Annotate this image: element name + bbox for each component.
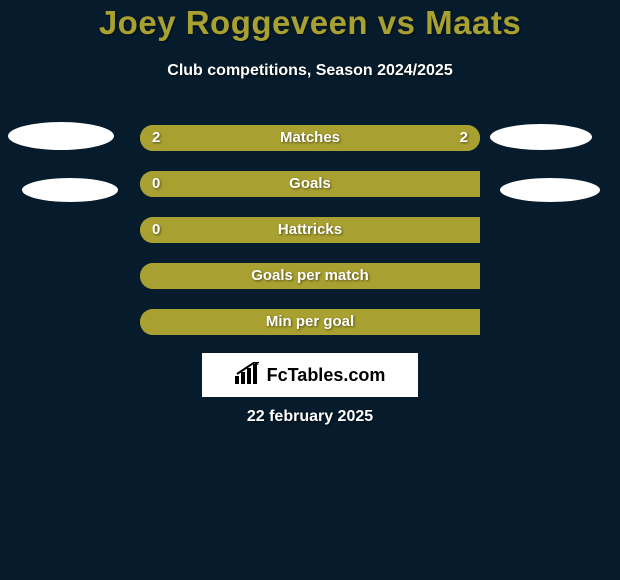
logo-chart-icon [235, 362, 261, 389]
stat-row: Hattricks0 [140, 217, 480, 243]
stat-left-value: 2 [152, 125, 160, 151]
page-title: Joey Roggeveen vs Maats [0, 4, 620, 42]
stat-left-value: 0 [152, 217, 160, 243]
subtitle: Club competitions, Season 2024/2025 [0, 62, 620, 80]
placeholder-ellipse [500, 178, 600, 202]
stat-label: Min per goal [140, 309, 480, 335]
stat-row: Goals per match [140, 263, 480, 289]
stat-label: Matches [140, 125, 480, 151]
comparison-infographic: Joey Roggeveen vs Maats Club competition… [0, 0, 620, 580]
stat-row: Goals0 [140, 171, 480, 197]
placeholder-ellipse [490, 124, 592, 150]
stat-label: Hattricks [140, 217, 480, 243]
date-label: 22 february 2025 [0, 408, 620, 426]
logo-text: FcTables.com [267, 365, 386, 386]
stat-label: Goals [140, 171, 480, 197]
stat-left-value: 0 [152, 171, 160, 197]
placeholder-ellipse [22, 178, 118, 202]
stat-row: Matches2 2 [140, 125, 480, 151]
stat-right-value: 2 [460, 125, 468, 151]
stat-row: Min per goal [140, 309, 480, 335]
placeholder-ellipse [8, 122, 114, 150]
stat-label: Goals per match [140, 263, 480, 289]
fctables-logo: FcTables.com [202, 353, 418, 397]
